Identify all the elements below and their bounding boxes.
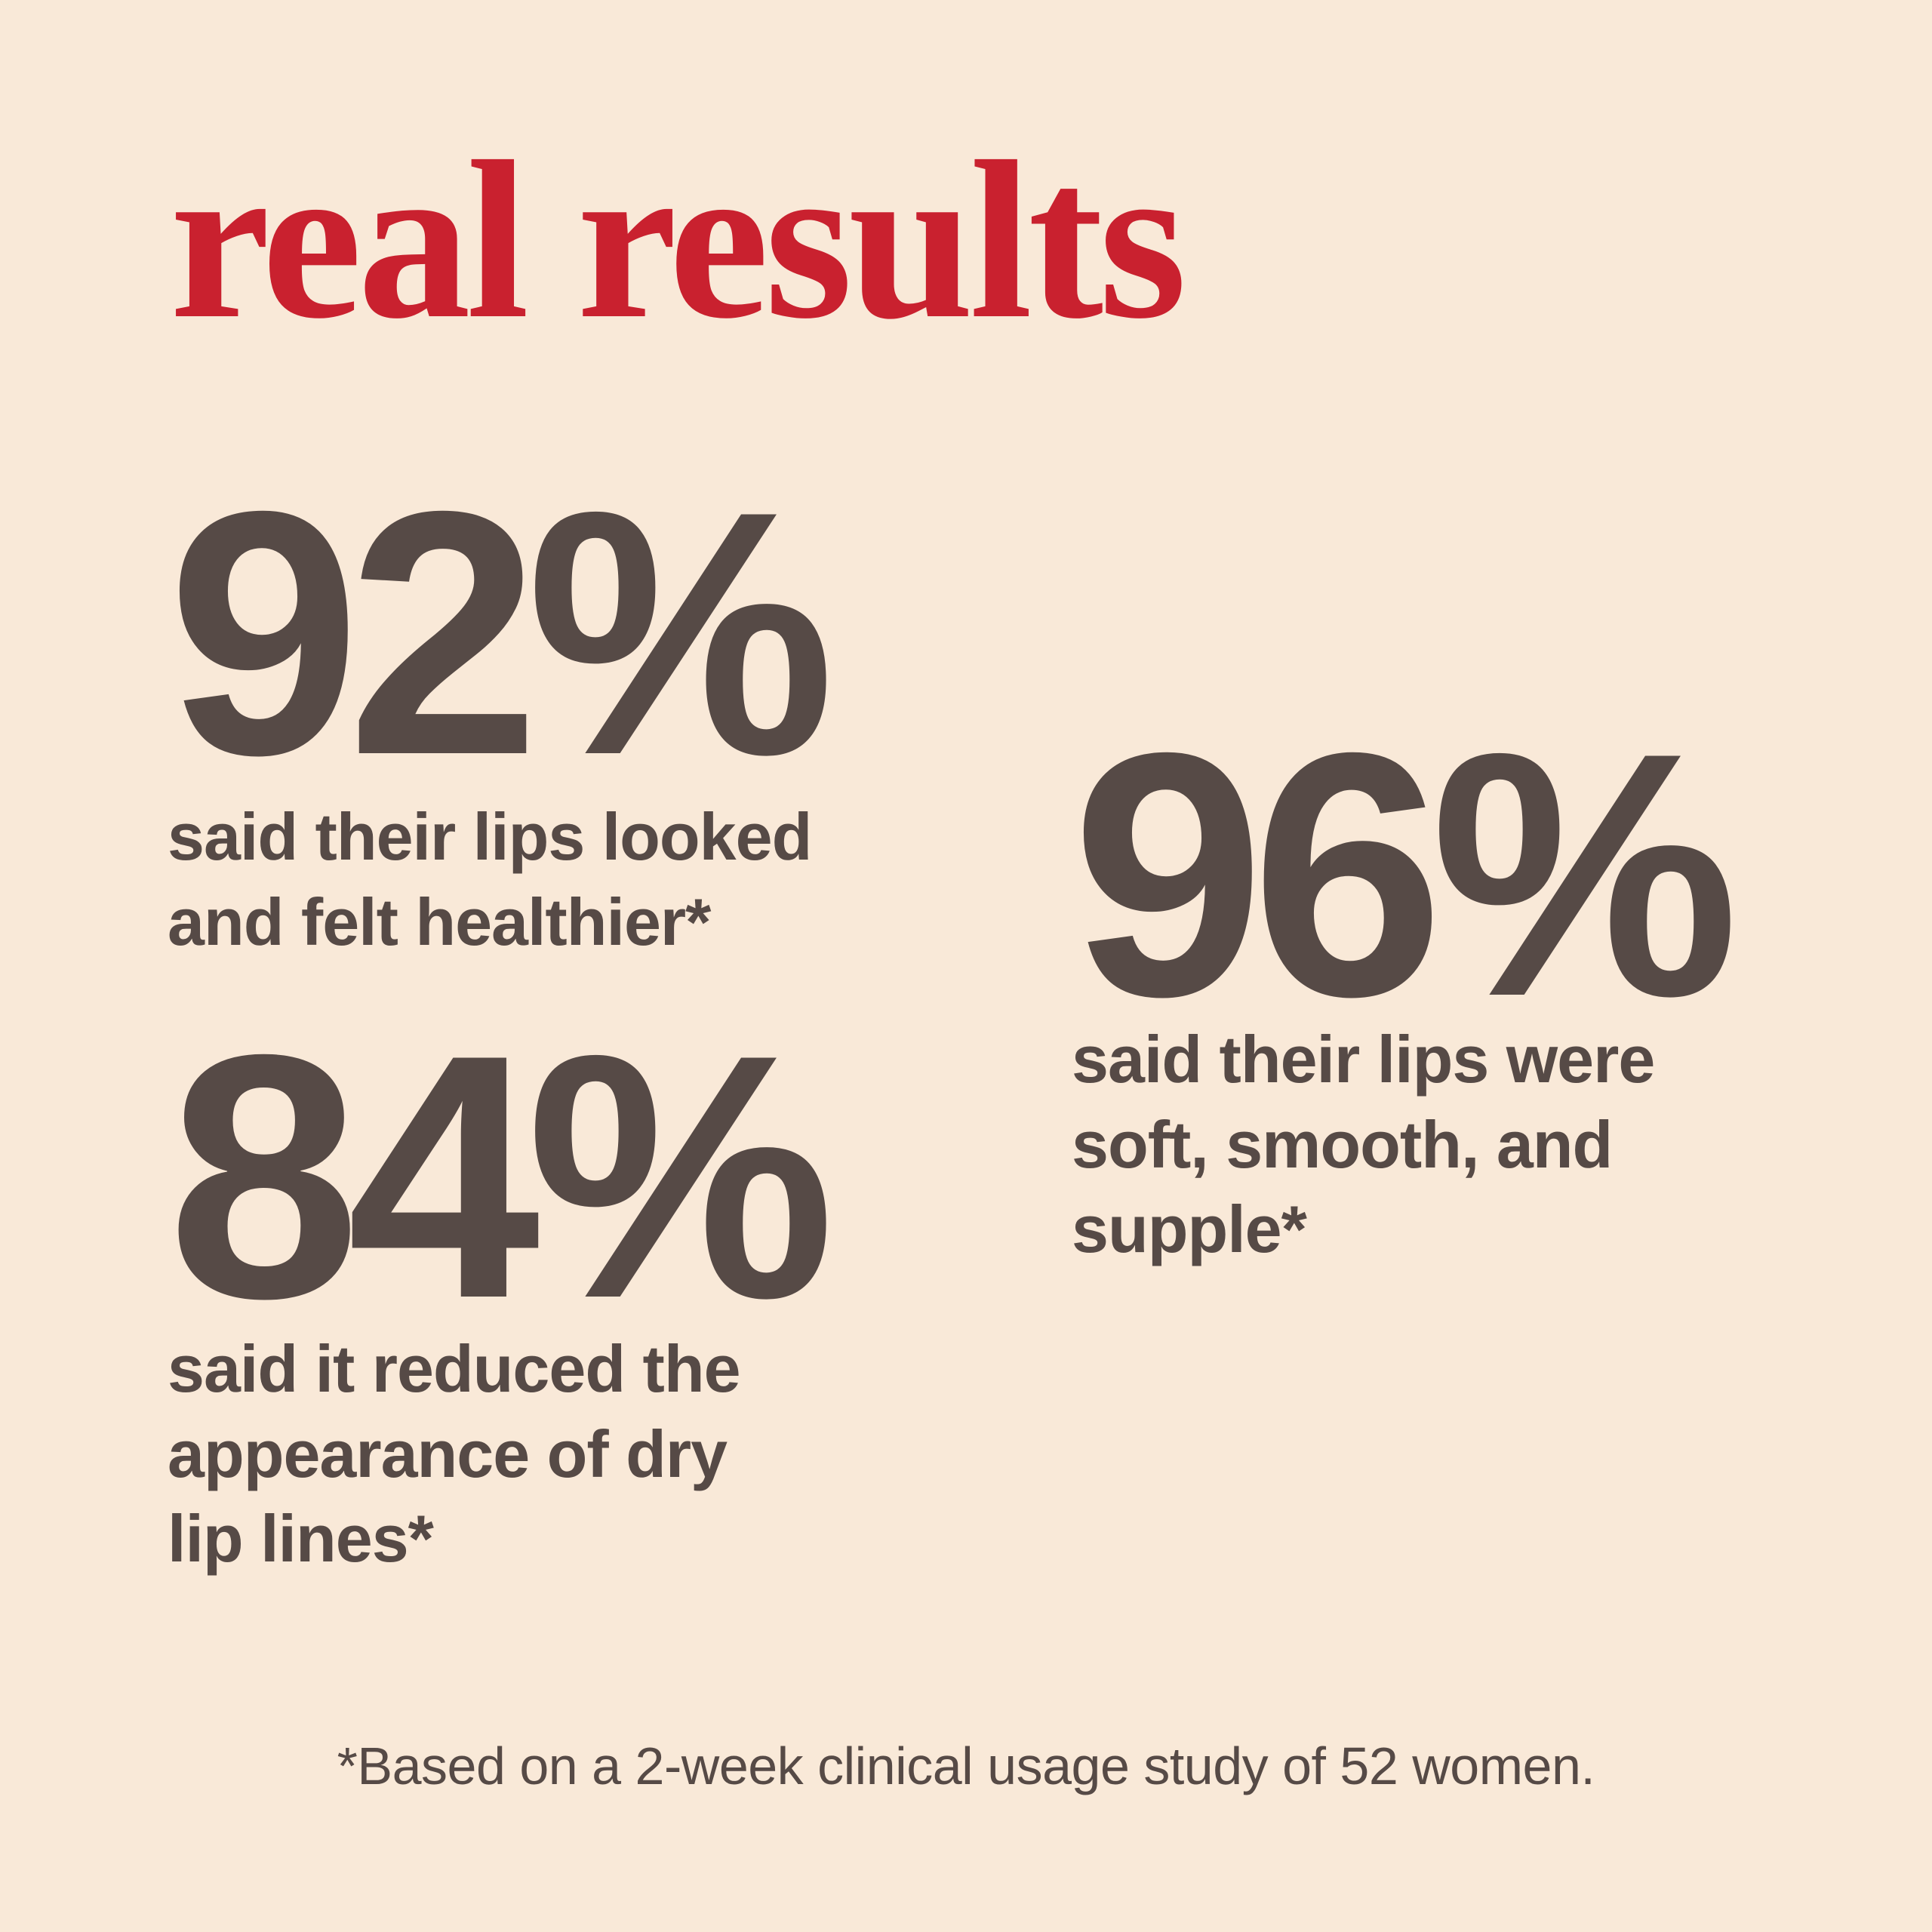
stat-block-84: 84% said it reduced the appearance of dr… <box>168 983 835 1577</box>
stat-value-84: 84% <box>168 983 835 1371</box>
page-title: real results <box>170 115 1187 365</box>
footnote: *Based on a 2-week clinical usage study … <box>337 1737 1595 1795</box>
stat-block-96: 96% said their lips were soft, smooth, a… <box>1072 681 1740 1267</box>
stat-value-96: 96% <box>1072 681 1740 1069</box>
stat-caption-96: said their lips were soft, smooth, and s… <box>1072 1022 1655 1267</box>
stat-caption-92: said their lips looked and felt healthie… <box>168 799 812 959</box>
stat-caption-84: said it reduced the appearance of dry li… <box>168 1331 741 1577</box>
stat-block-92: 92% said their lips looked and felt heal… <box>168 440 835 959</box>
stat-value-92: 92% <box>168 440 835 827</box>
